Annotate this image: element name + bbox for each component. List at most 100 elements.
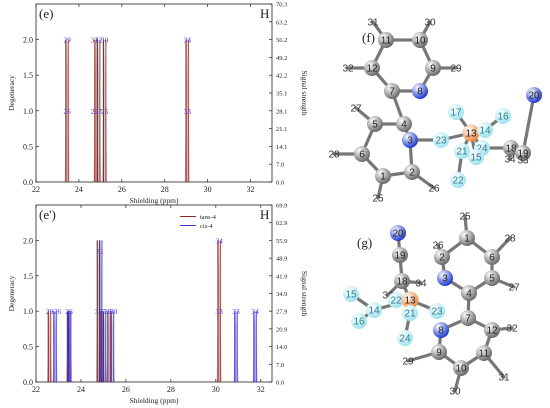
peak-label: 30 <box>101 36 109 45</box>
atom-number-label: 20 <box>392 229 404 240</box>
atom-sphere <box>459 230 475 246</box>
atom-sphere <box>515 145 531 161</box>
stick-peak <box>64 39 70 182</box>
atom-number-label: 10 <box>414 36 426 47</box>
x-tick-label: 26 <box>118 185 126 194</box>
x-tick-label: 32 <box>247 185 255 194</box>
atom-sphere <box>378 32 394 48</box>
atom-number-label: 3 <box>407 136 413 147</box>
y2-tick-label: 7.0 <box>276 362 284 369</box>
atom-sphere <box>526 87 542 103</box>
y-tick-label: 0.5 <box>23 142 33 151</box>
stick-peak <box>101 311 108 382</box>
x-tick-label: 22 <box>32 185 40 194</box>
y-tick-label: 1.0 <box>23 307 33 316</box>
atom-sphere <box>453 360 469 376</box>
atom-sphere <box>392 247 408 263</box>
x-axis-label: Shielding (ppm) <box>130 396 179 405</box>
y-tick-label: 2.0 <box>23 36 33 45</box>
atom-number-label: 5 <box>372 120 378 131</box>
peak-label: 30 <box>110 307 118 316</box>
x-tick-label: 30 <box>204 185 212 194</box>
hydrogen-atom-label: 29 <box>402 357 414 368</box>
y2-axis-label: Signal strength <box>300 271 309 316</box>
peak-label: 33 <box>184 107 192 116</box>
y2-tick-label: 69.9 <box>276 203 287 210</box>
atom-number-label: 13 <box>465 129 477 140</box>
x-tick-label: 28 <box>161 185 169 194</box>
y-tick-label: 0.5 <box>23 343 33 352</box>
atom-number-label: 15 <box>470 153 482 164</box>
stick-peak <box>102 39 108 182</box>
atom-number-label: 24 <box>399 334 411 345</box>
atom-number-label: 8 <box>417 87 423 98</box>
stick-peak <box>252 311 258 382</box>
peak-label: 26 <box>65 307 73 316</box>
atom-sphere <box>484 249 500 265</box>
x-tick-label: 24 <box>75 185 83 194</box>
atom-sphere <box>402 305 418 321</box>
atom-sphere <box>402 132 418 148</box>
stick-peak <box>184 39 190 182</box>
x-tick-label: 22 <box>32 385 40 394</box>
atom-sphere <box>404 164 420 180</box>
atom-number-label: 11 <box>381 36 392 47</box>
hydrogen-atom-label: 27 <box>350 104 362 115</box>
atom-sphere <box>394 273 410 289</box>
y2-tick-label: 63.2 <box>276 19 287 26</box>
y-tick-label: 0.0 <box>23 178 33 187</box>
atom-sphere <box>384 83 400 99</box>
atom-number-label: 23 <box>431 307 443 318</box>
atom-sphere <box>425 60 441 76</box>
atom-number-label: 9 <box>436 348 442 359</box>
plot-frame <box>35 3 273 183</box>
stick-peak <box>98 240 104 382</box>
y-tick-label: 2.0 <box>23 236 33 245</box>
atom-number-label: 16 <box>497 112 509 123</box>
atom-sphere <box>431 344 447 360</box>
corner-label: H <box>260 6 269 21</box>
atom-number-label: 2 <box>439 253 445 264</box>
atom-sphere <box>354 146 370 162</box>
legend-label: cis-4 <box>200 223 213 230</box>
atom-sphere <box>462 124 480 142</box>
y2-tick-label: 7.0 <box>276 162 284 169</box>
atom-number-label: 1 <box>464 234 470 245</box>
atom-sphere <box>366 302 382 318</box>
y-tick-label: 1.5 <box>23 71 33 80</box>
hydrogen-atom-label: 30 <box>449 387 461 398</box>
atom-sphere <box>460 310 476 326</box>
atom-sphere <box>375 168 391 184</box>
atom-number-label: 3 <box>442 274 448 285</box>
atom-number-label: 12 <box>366 64 378 75</box>
y-tick-label: 0.0 <box>23 378 33 387</box>
y2-tick-label: 70.3 <box>276 2 287 9</box>
peak-label: 33 <box>232 307 240 316</box>
stick-peak <box>216 240 222 382</box>
atom-number-label: 21 <box>456 147 468 158</box>
atom-number-label: 7 <box>465 314 471 325</box>
atom-number-label: 1 <box>380 172 386 183</box>
atom-sphere <box>484 270 500 286</box>
peak-label: 31 <box>96 247 104 256</box>
peak-label: 26 <box>63 107 71 116</box>
atom-sphere <box>477 122 493 138</box>
atom-number-label: 18 <box>505 144 517 155</box>
y2-tick-label: 14.0 <box>276 344 287 351</box>
x-tick-label: 30 <box>212 385 220 394</box>
hydrogen-atom-label: 26 <box>428 184 440 195</box>
y2-tick-label: 0.0 <box>276 180 284 187</box>
atom-sphere <box>503 140 519 156</box>
atom-number-label: 9 <box>430 64 436 75</box>
atom-number-label: 11 <box>479 349 490 360</box>
peak-label: 32 <box>95 307 103 316</box>
x-tick-label: 32 <box>257 385 265 394</box>
stick-peak <box>109 311 116 382</box>
hydrogen-atom-label: 33 <box>382 291 394 302</box>
atom-sphere <box>429 303 445 319</box>
peak-label: 34 <box>184 36 192 45</box>
atom-sphere <box>484 322 500 338</box>
peak-label: 27 <box>95 107 103 116</box>
